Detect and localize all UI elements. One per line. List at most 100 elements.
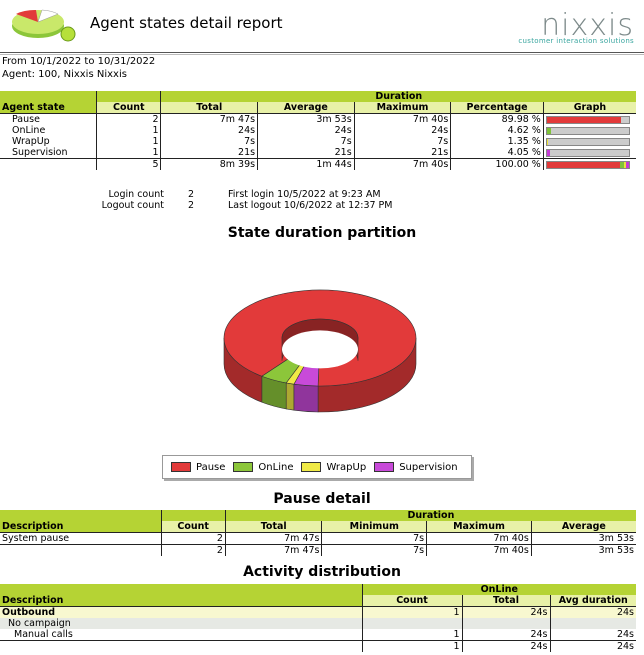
campaign-blank [361, 618, 462, 629]
percentage-bar [545, 137, 630, 146]
total-minimum: 7s [321, 544, 427, 556]
legend-label: WrapUp [326, 461, 367, 473]
stacked-bar-segment [623, 161, 626, 168]
col-description: Description [0, 595, 362, 607]
state-maximum: 24s [353, 125, 451, 136]
donut-side-wrapup [285, 382, 295, 411]
percentage-bar [545, 126, 630, 135]
percentage-bar-fill [546, 116, 621, 123]
table-row-outbound: Outbound 1 24s 24s [0, 606, 636, 618]
col-count: Count [96, 102, 161, 114]
state-average: 24s [257, 125, 355, 136]
logo-subtitle: customer interaction solutions [518, 37, 634, 45]
campaign-label: No campaign [8, 618, 71, 629]
pause-count: 2 [160, 532, 226, 545]
state-percentage: 4.05 % [450, 147, 544, 159]
percentage-bar-fill [546, 149, 551, 156]
state-count: 1 [96, 125, 161, 136]
pause-total: 7m 47s [224, 532, 322, 545]
header-blank [96, 91, 161, 102]
col-count: Count [160, 521, 226, 533]
table-row-campaign: No campaign [0, 618, 636, 629]
percentage-bar-fill [546, 138, 549, 145]
manual-total: 24s [461, 629, 550, 641]
total-average: 3m 53s [530, 544, 636, 556]
total-blank [0, 158, 97, 170]
pause-minimum: 7s [321, 532, 427, 545]
report-title: Agent states detail report [90, 14, 283, 32]
table-row: Supervision 1 21s 21s 21s 4.05 % [0, 147, 636, 159]
logo: nixxis [541, 8, 634, 43]
table-total-row: 1 24s 24s [0, 640, 636, 652]
state-total: 7m 47s [160, 113, 258, 125]
col-total: Total [224, 521, 322, 533]
pause-description: System pause [2, 533, 70, 544]
legend-swatch [233, 462, 254, 472]
col-percentage: Percentage [450, 102, 544, 114]
state-maximum: 21s [353, 147, 451, 159]
stacked-bar-segment [546, 161, 621, 168]
total-graph [542, 158, 636, 170]
state-total: 24s [160, 125, 258, 136]
stacked-bar [545, 160, 630, 169]
col-count: Count [361, 595, 462, 607]
legend-label: OnLine [258, 461, 294, 473]
legend-item-wrapup: WrapUp [301, 462, 366, 473]
total-count: 2 [160, 544, 226, 556]
activity-title: Activity distribution [243, 564, 401, 580]
state-average: 3m 53s [257, 113, 355, 125]
col-maximum: Maximum [426, 521, 532, 533]
login-count: 2 [188, 189, 195, 200]
state-maximum: 7s [353, 136, 451, 147]
state-count: 1 [96, 147, 161, 159]
header-blank [0, 91, 97, 102]
table-total-row: 5 8m 39s 1m 44s 7m 40s 100.00 % [0, 158, 636, 170]
table-row: WrapUp 1 7s 7s 7s 1.35 % [0, 136, 636, 147]
duration-group-header: Duration [160, 91, 636, 102]
total-average: 1m 44s [257, 158, 355, 170]
donut-chart [223, 289, 417, 413]
percentage-bar [545, 148, 630, 157]
state-percentage: 4.62 % [450, 125, 544, 136]
state-percentage: 1.35 % [450, 136, 544, 147]
state-graph [542, 147, 636, 159]
col-average: Average [530, 521, 636, 533]
header-divider-light [0, 54, 644, 55]
activity-table: OnLine Description Count Total Avg durat… [0, 584, 636, 652]
campaign-blank [461, 618, 550, 629]
legend-item-online: OnLine [233, 462, 293, 473]
agent-states-table: Duration Agent state Count Total Average… [0, 91, 636, 170]
outbound-label: Outbound [2, 607, 56, 618]
logout-count-label: Logout count [101, 200, 164, 211]
manual-label: Manual calls [14, 629, 73, 640]
total-count: 5 [96, 158, 161, 170]
state-average: 21s [257, 147, 355, 159]
total-avg: 24s [549, 640, 636, 652]
pause-detail-table: Duration Description Count Total Minimum… [0, 510, 636, 556]
legend-swatch [374, 462, 395, 472]
total-blank [0, 544, 161, 556]
state-count: 1 [96, 136, 161, 147]
state-total: 7s [160, 136, 258, 147]
header-divider [0, 52, 644, 53]
col-average: Average [257, 102, 355, 114]
col-description: Description [0, 521, 161, 533]
logout-count: 2 [188, 200, 195, 211]
state-average: 7s [257, 136, 355, 147]
stacked-bar-segment [625, 161, 629, 168]
table-row-manual: Manual calls 1 24s 24s [0, 629, 636, 641]
campaign-blank [549, 618, 636, 629]
report-agent: Agent: 100, Nixxis Nixxis [2, 69, 127, 80]
legend-swatch [301, 462, 322, 472]
legend-label: Supervision [399, 461, 458, 473]
col-graph: Graph [542, 102, 636, 114]
state-percentage: 89.98 % [450, 113, 544, 125]
percentage-bar-fill [546, 127, 551, 134]
col-agent-state: Agent state [0, 102, 97, 114]
legend-swatch [171, 462, 191, 472]
manual-avg: 24s [549, 629, 636, 641]
login-count-label: Login count [108, 189, 164, 200]
state-name: Pause [12, 114, 40, 125]
duration-group-header: Duration [224, 510, 636, 521]
total-blank [0, 640, 362, 652]
